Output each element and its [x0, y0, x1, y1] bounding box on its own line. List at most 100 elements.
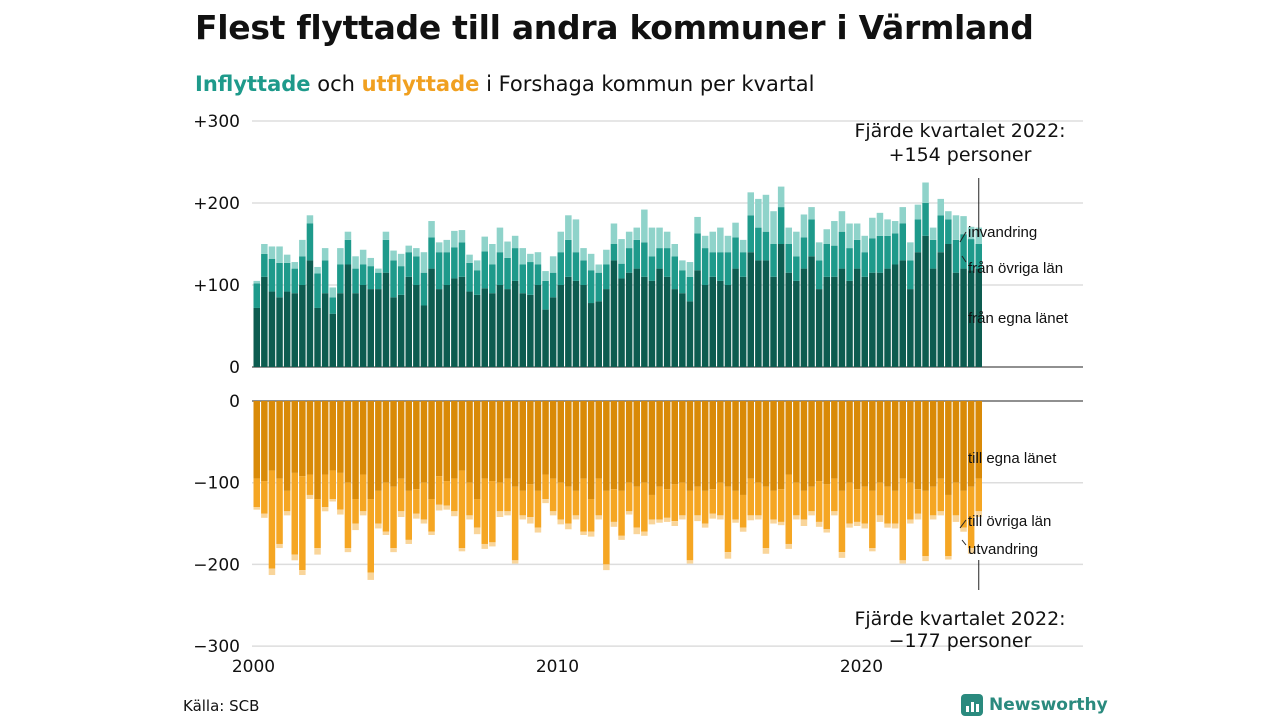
- bar-out-segment: [268, 470, 276, 569]
- bar-out-segment: [299, 476, 306, 571]
- bar-out-segment: [679, 515, 686, 520]
- bar-out-segment: [899, 401, 906, 479]
- bar-in-segment: [899, 207, 906, 224]
- bar-out-segment: [314, 548, 321, 555]
- bar-out-segment: [420, 519, 428, 524]
- bar-out-segment: [709, 513, 716, 519]
- bar-out-segment: [808, 511, 815, 516]
- bar-in-segment: [451, 247, 458, 279]
- bar-out-segment: [511, 401, 519, 487]
- bar-in-segment: [823, 229, 830, 244]
- bar-in-segment: [496, 227, 504, 253]
- bar-in-segment: [489, 293, 496, 367]
- bar-out-segment: [405, 490, 412, 540]
- bar-in-segment: [831, 221, 838, 246]
- bar-out-segment: [344, 482, 352, 549]
- bar-out-segment: [595, 401, 602, 479]
- bar-out-segment: [785, 474, 792, 544]
- bar-in-segment: [831, 276, 838, 367]
- bar-out-segment: [899, 560, 906, 564]
- bar-in-segment: [473, 260, 481, 271]
- bar-in-segment: [777, 244, 785, 367]
- bar-in-segment: [922, 182, 929, 203]
- bar-out-segment: [496, 482, 504, 512]
- bar-out-segment: [276, 478, 283, 544]
- bar-in-segment: [952, 215, 960, 240]
- bar-out-segment: [777, 489, 785, 522]
- bar-in-segment: [283, 291, 291, 367]
- bar-in-segment: [762, 260, 770, 367]
- bar-out-segment: [557, 401, 564, 483]
- bar-out-segment: [747, 515, 754, 521]
- y-tick-label-top: 0: [229, 358, 240, 378]
- bar-out-segment: [762, 548, 770, 554]
- bar-out-segment: [557, 482, 564, 520]
- bar-out-segment: [359, 474, 367, 512]
- bar-out-segment: [557, 519, 564, 525]
- bar-in-segment: [747, 252, 754, 367]
- chart-subtitle: Inflyttade och utflyttade i Forshaga kom…: [195, 72, 814, 96]
- bar-out-segment: [914, 401, 922, 490]
- bar-out-segment: [299, 570, 306, 576]
- bar-in-segment: [595, 264, 602, 273]
- bar-in-segment: [458, 276, 466, 367]
- bar-in-segment: [291, 268, 298, 294]
- bar-in-segment: [937, 215, 944, 253]
- bar-in-segment: [496, 285, 504, 367]
- bar-in-segment: [382, 231, 390, 240]
- bar-out-segment: [755, 401, 762, 483]
- bar-out-segment: [397, 478, 405, 512]
- bar-out-segment: [489, 401, 496, 482]
- bar-out-segment: [633, 401, 640, 487]
- bar-in-segment: [701, 235, 709, 249]
- bar-out-segment: [397, 511, 405, 518]
- bar-out-segment: [610, 521, 618, 527]
- bar-out-segment: [709, 489, 716, 514]
- bar-in-segment: [283, 262, 291, 292]
- bar-out-segment: [352, 401, 359, 500]
- bar-out-segment: [458, 548, 466, 552]
- bar-out-segment: [291, 554, 298, 561]
- bar-out-segment: [641, 531, 648, 536]
- bar-out-segment: [595, 515, 602, 520]
- bar-out-segment: [800, 490, 808, 520]
- bar-in-segment: [542, 309, 549, 367]
- bar-in-segment: [473, 270, 481, 295]
- bar-in-segment: [686, 262, 694, 277]
- bar-in-segment: [549, 272, 557, 298]
- bar-out-segment: [618, 490, 625, 536]
- bar-in-segment: [755, 198, 762, 228]
- bar-in-segment: [831, 245, 838, 277]
- bar-in-segment: [603, 289, 610, 367]
- bar-out-segment: [375, 523, 382, 529]
- bar-out-segment: [565, 401, 572, 487]
- bar-out-segment: [648, 519, 656, 525]
- annotation-top-line: +154 personer: [889, 144, 1032, 166]
- bar-in-segment: [352, 293, 359, 367]
- bar-out-segment: [937, 401, 944, 479]
- bar-in-segment: [922, 235, 929, 367]
- bar-in-segment: [876, 235, 884, 273]
- bar-in-segment: [276, 246, 283, 263]
- bar-in-segment: [648, 227, 656, 257]
- bar-out-segment: [762, 401, 770, 487]
- bar-out-segment: [838, 552, 846, 558]
- bar-in-segment: [610, 223, 618, 244]
- bar-in-segment: [967, 239, 975, 271]
- bar-in-segment: [314, 307, 321, 367]
- bar-out-segment: [413, 489, 420, 514]
- bar-out-segment: [922, 401, 929, 491]
- bar-in-segment: [648, 280, 656, 367]
- bar-in-segment: [770, 276, 777, 367]
- bar-in-segment: [739, 239, 747, 253]
- bar-out-segment: [367, 401, 374, 500]
- bar-out-segment: [458, 470, 466, 549]
- bar-out-segment: [268, 401, 276, 471]
- bar-in-segment: [587, 270, 595, 304]
- bar-in-segment: [595, 272, 602, 302]
- bar-out-segment: [937, 511, 944, 516]
- bar-out-segment: [549, 478, 557, 512]
- bar-in-segment: [793, 256, 800, 281]
- bar-out-segment: [929, 486, 937, 516]
- bar-in-segment: [709, 276, 716, 367]
